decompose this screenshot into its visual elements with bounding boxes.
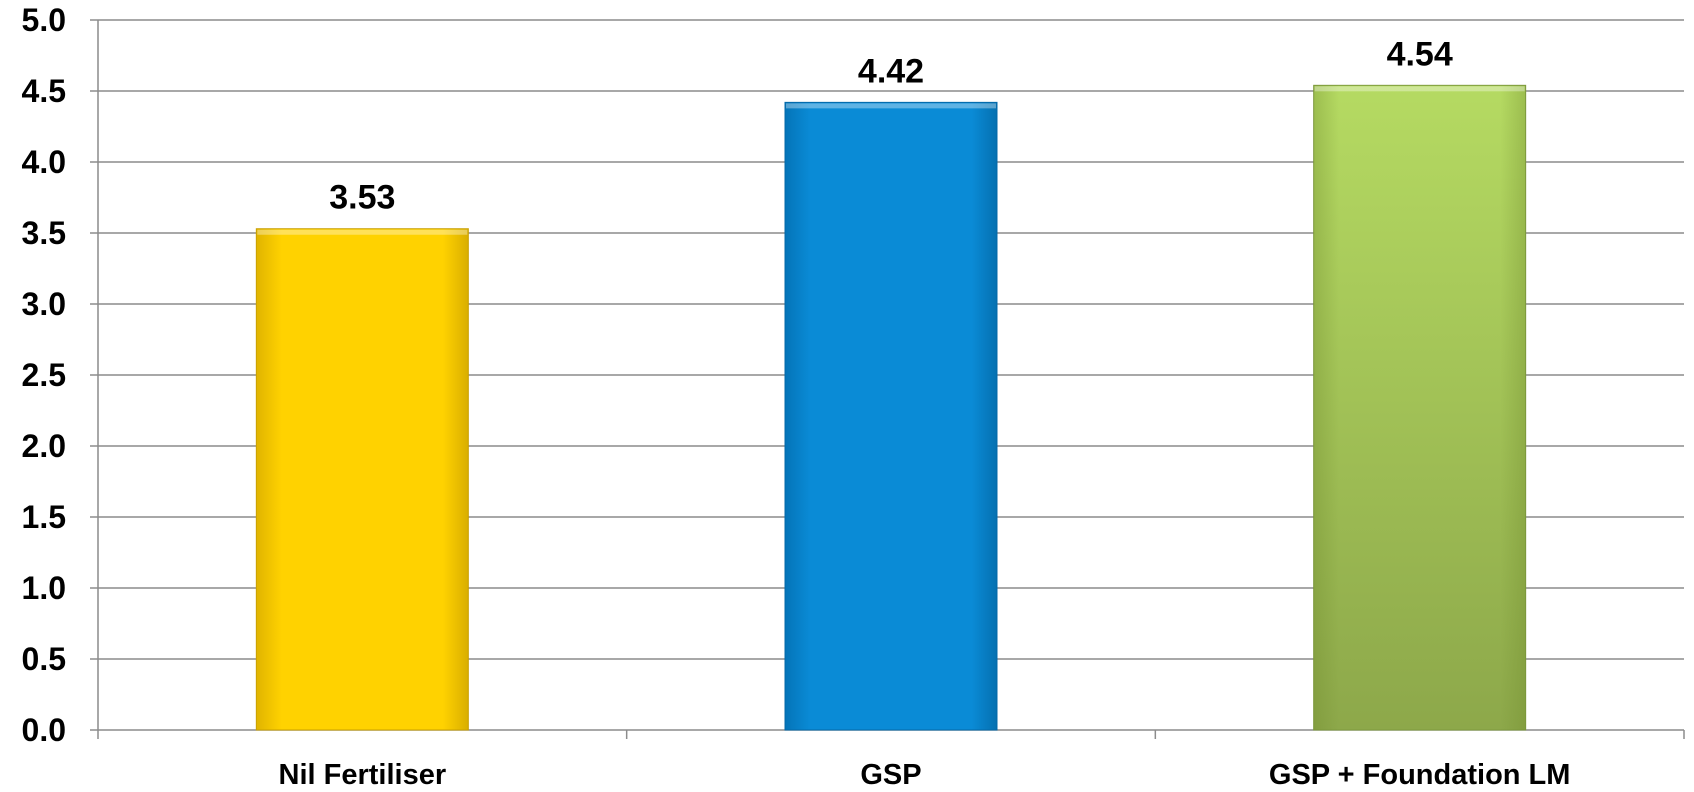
y-tick-label: 3.0 <box>22 286 66 322</box>
bar <box>784 101 998 731</box>
y-tick-label: 1.0 <box>22 570 66 606</box>
x-category-label: GSP + Foundation LM <box>1269 759 1571 791</box>
y-tick-label: 4.0 <box>22 144 66 180</box>
bar-highlight <box>257 229 468 235</box>
y-tick-label: 0.0 <box>22 712 66 748</box>
data-label: 3.53 <box>329 179 395 217</box>
x-category-label: GSP <box>860 759 921 791</box>
bar-group <box>1313 84 1527 731</box>
bar <box>255 228 469 731</box>
data-label: 4.54 <box>1387 35 1453 73</box>
y-tick-label: 2.5 <box>22 357 66 393</box>
y-tick-label: 4.5 <box>22 73 66 109</box>
y-tick-label: 5.0 <box>22 2 66 38</box>
bar-highlight <box>1314 86 1525 92</box>
y-tick-label: 2.0 <box>22 428 66 464</box>
y-axis-tick-labels: 0.0 0.5 1.0 1.5 2.0 2.5 3.0 3.5 4.0 4.5 5.0 <box>22 2 66 748</box>
y-tick-label: 0.5 <box>22 641 66 677</box>
bar-highlight <box>786 103 996 109</box>
x-axis-category-labels: Nil Fertiliser GSP GSP + Foundation LM <box>279 759 1571 791</box>
y-tick-label: 3.5 <box>22 215 66 251</box>
bar-group <box>255 228 469 731</box>
x-category-label: Nil Fertiliser <box>279 759 447 791</box>
bar-group <box>784 101 998 731</box>
bar-shading <box>1313 85 1526 730</box>
bars <box>255 84 1527 731</box>
y-tick-label: 1.5 <box>22 499 66 535</box>
data-label: 4.42 <box>858 52 924 90</box>
data-labels: 3.53 4.42 4.54 <box>329 35 1453 216</box>
